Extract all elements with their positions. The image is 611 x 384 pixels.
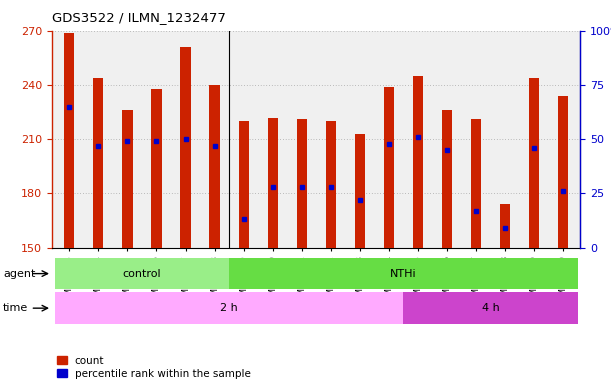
Bar [471,119,481,248]
Bar [354,134,365,248]
Bar [229,258,577,289]
Bar [384,87,394,248]
Bar [55,258,229,289]
Text: time: time [3,303,28,313]
Bar [558,96,568,248]
Text: 4 h: 4 h [481,303,499,313]
Text: GDS3522 / ILMN_1232477: GDS3522 / ILMN_1232477 [52,11,226,24]
Bar [93,78,103,248]
Text: control: control [123,268,161,279]
Bar [403,293,577,324]
Bar [296,119,307,248]
Bar [238,121,249,248]
Bar [180,47,191,248]
Text: agent: agent [3,269,35,279]
Text: 2 h: 2 h [220,303,238,313]
Bar [326,121,336,248]
Bar [152,89,161,248]
Bar [413,76,423,248]
Bar [529,78,539,248]
Bar [122,110,133,248]
Bar [64,33,75,248]
Text: NTHi: NTHi [390,268,417,279]
Bar [210,85,219,248]
Bar [268,118,278,248]
Bar [500,204,510,248]
Legend: count, percentile rank within the sample: count, percentile rank within the sample [57,356,251,379]
Bar [442,110,452,248]
Bar [55,293,403,324]
